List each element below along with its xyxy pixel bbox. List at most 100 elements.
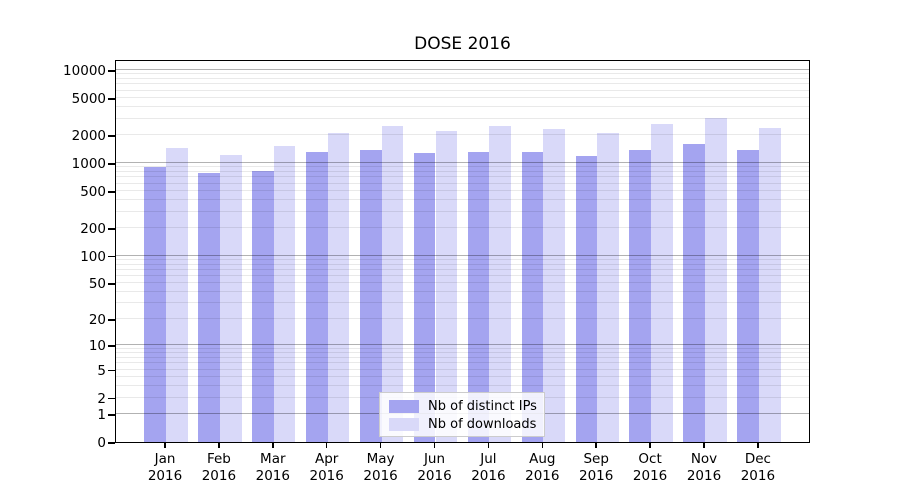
- bar-nb-of-downloads-sep-2016: [597, 133, 619, 442]
- y-tick-label-10000: 10000: [63, 62, 106, 79]
- x-tick-label-may-2016: May 2016: [363, 451, 398, 484]
- gridline-400: [116, 198, 809, 200]
- y-tick-mark-5: [108, 369, 115, 372]
- x-tick-label-jan-2016: Jan 2016: [147, 451, 183, 484]
- bar-nb-of-downloads-jul-2016: [489, 126, 512, 442]
- bar-nb-of-distinct-ips-sep-2016: [575, 155, 598, 442]
- gridline-8: [116, 352, 809, 354]
- y-tick-mark-0: [108, 442, 115, 444]
- chart-title: DOSE 2016: [414, 34, 511, 54]
- bar-nb-of-distinct-ips-dec-2016: [737, 149, 759, 442]
- gridline-100: [116, 254, 809, 256]
- y-tick-label-100: 100: [80, 248, 106, 265]
- x-tick-mark-nov-2016: [703, 443, 705, 448]
- y-tick-mark-50: [108, 283, 115, 285]
- bar-nb-of-distinct-ips-aug-2016: [521, 152, 544, 442]
- y-tick-label-50: 50: [88, 276, 106, 293]
- x-tick-label-jul-2016: Jul 2016: [471, 451, 506, 484]
- y-tick-label-2: 2: [97, 390, 106, 407]
- plot-area: [116, 61, 809, 442]
- bar-nb-of-distinct-ips-apr-2016: [306, 152, 328, 442]
- gridline-6: [116, 362, 809, 364]
- y-tick-label-1: 1: [97, 407, 106, 423]
- x-tick-mark-jun-2016: [433, 443, 436, 448]
- x-tick-mark-jul-2016: [487, 443, 490, 448]
- gridline-9000: [116, 73, 809, 75]
- x-tick-mark-feb-2016: [218, 443, 220, 448]
- bar-nb-of-downloads-nov-2016: [705, 117, 727, 442]
- y-tick-mark-1: [108, 414, 115, 416]
- bar-nb-of-distinct-ips-jun-2016: [413, 153, 436, 442]
- gridline-10: [116, 344, 809, 346]
- gridline-50: [116, 282, 809, 284]
- bar-nb-of-downloads-mar-2016: [273, 145, 296, 442]
- y-tick-label-10: 10: [88, 338, 106, 355]
- y-tick-mark-200: [108, 227, 115, 230]
- gridline-600: [116, 182, 809, 184]
- y-tick-mark-2000: [108, 135, 115, 137]
- x-tick-mark-mar-2016: [272, 443, 274, 448]
- gridline-7000: [116, 83, 809, 85]
- bar-nb-of-downloads-may-2016: [381, 125, 404, 442]
- x-tick-mark-jan-2016: [164, 443, 166, 448]
- gridline-5000: [116, 96, 809, 98]
- gridline-70: [116, 268, 809, 270]
- bar-nb-of-distinct-ips-nov-2016: [683, 144, 705, 442]
- gridline-10000: [116, 69, 809, 70]
- gridline-30: [116, 302, 809, 304]
- bar-nb-of-distinct-ips-mar-2016: [252, 170, 274, 442]
- x-tick-label-apr-2016: Apr 2016: [309, 451, 344, 484]
- bar-nb-of-distinct-ips-may-2016: [359, 149, 382, 442]
- y-tick-label-2000: 2000: [71, 127, 106, 144]
- x-tick-label-nov-2016: Nov 2016: [686, 451, 722, 484]
- x-tick-mark-may-2016: [379, 443, 382, 448]
- x-tick-label-jun-2016: Jun 2016: [417, 451, 452, 484]
- y-tick-mark-2: [108, 397, 115, 400]
- bar-nb-of-distinct-ips-jan-2016: [144, 166, 166, 442]
- gridline-8000: [116, 78, 809, 80]
- y-tick-mark-10000: [108, 70, 115, 72]
- legend-label-distinct-ips: Nb of distinct IPs: [428, 399, 537, 414]
- legend: Nb of distinct IPs Nb of downloads: [379, 392, 545, 437]
- legend-item-distinct-ips: Nb of distinct IPs: [389, 398, 537, 415]
- bar-nb-of-downloads-oct-2016: [651, 123, 673, 442]
- y-tick-label-5000: 5000: [71, 90, 106, 107]
- y-tick-mark-1000: [108, 163, 115, 165]
- bar-nb-of-downloads-dec-2016: [758, 128, 781, 442]
- gridline-500: [116, 189, 809, 191]
- y-tick-label-0: 0: [97, 435, 106, 451]
- bar-nb-of-downloads-jan-2016: [166, 147, 188, 442]
- plot-frame: [115, 60, 810, 443]
- gridline-300: [116, 210, 809, 212]
- gridline-9: [116, 348, 809, 349]
- legend-label-downloads: Nb of downloads: [428, 417, 537, 432]
- y-tick-mark-5000: [108, 98, 115, 100]
- gridline-80: [116, 263, 809, 265]
- y-tick-mark-500: [108, 191, 115, 193]
- x-tick-label-sep-2016: Sep 2016: [579, 451, 614, 484]
- gridline-90: [116, 258, 809, 260]
- gridline-3: [116, 385, 809, 387]
- y-tick-mark-10: [108, 345, 115, 347]
- gridline-40: [116, 291, 809, 293]
- gridline-6000: [116, 89, 809, 91]
- x-tick-mark-oct-2016: [649, 443, 651, 448]
- bar-nb-of-downloads-aug-2016: [543, 129, 565, 442]
- legend-item-downloads: Nb of downloads: [389, 416, 537, 433]
- bar-nb-of-downloads-apr-2016: [327, 133, 350, 442]
- y-tick-label-200: 200: [80, 220, 106, 237]
- x-tick-label-mar-2016: Mar 2016: [255, 451, 290, 484]
- gridline-20: [116, 318, 809, 320]
- legend-swatch-downloads: [389, 418, 419, 431]
- x-tick-label-oct-2016: Oct 2016: [632, 451, 668, 484]
- gridline-5: [116, 368, 809, 370]
- gridline-60: [116, 274, 809, 276]
- gridline-4000: [116, 106, 809, 107]
- gridline-3000: [116, 117, 809, 119]
- gridline-800: [116, 170, 809, 172]
- y-tick-label-20: 20: [88, 312, 106, 329]
- x-tick-mark-apr-2016: [325, 443, 328, 448]
- bar-nb-of-downloads-feb-2016: [219, 154, 242, 442]
- x-tick-mark-dec-2016: [757, 443, 759, 448]
